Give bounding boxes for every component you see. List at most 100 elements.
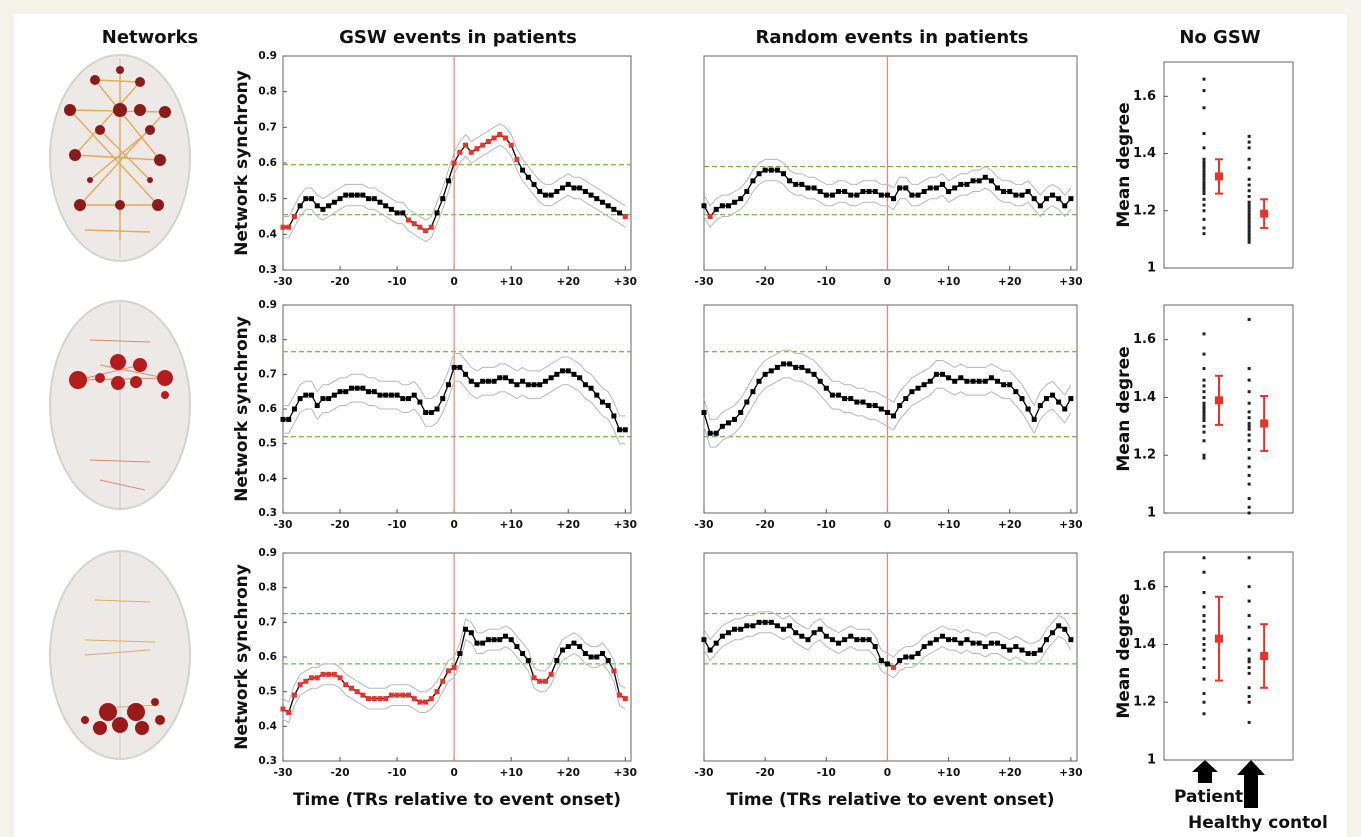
subject-dot [1202,571,1205,574]
data-point [812,372,817,377]
data-point [514,157,519,162]
data-point [423,700,428,705]
data-point [435,407,440,412]
data-point [750,389,755,394]
x-tick-label: +20 [557,767,580,779]
data-point [486,637,491,642]
data-point [744,400,749,405]
x-tick-label: +10 [937,276,960,288]
data-point [952,379,957,384]
data-point [812,185,817,190]
data-point [503,634,508,639]
data-point [744,189,749,194]
subject-dot [1202,408,1205,411]
data-point [326,672,331,677]
data-point [793,630,798,635]
data-point [469,150,474,155]
data-point [854,400,859,405]
data-point [320,672,325,677]
data-point [366,389,371,394]
data-point [492,136,497,141]
subject-dot [1202,605,1205,608]
data-point [781,627,786,632]
data-point [617,210,622,215]
data-point [360,386,365,391]
y-tick-label: 0.4 [258,472,277,484]
data-point [320,396,325,401]
data-point [799,365,804,370]
data-point [842,637,847,642]
subject-dot [1202,425,1205,428]
subject-dot [1248,474,1251,477]
data-point [549,193,554,198]
data-point [860,189,865,194]
plot-frame [704,305,1077,513]
y-tick-label: 0.6 [258,403,277,415]
data-point [469,630,474,635]
data-point [343,682,348,687]
x-tick-label: +30 [614,767,637,779]
data-point [554,658,559,663]
y-tick-label: 0.5 [258,438,277,450]
subject-dot [1248,209,1251,212]
data-point [726,203,731,208]
data-point [977,178,982,183]
x-tick-label: +30 [1059,276,1082,288]
subject-dot [1202,643,1205,646]
data-point [486,139,491,144]
subject-dot [1202,175,1205,178]
subject-dot [1202,158,1205,161]
subject-dot [1248,666,1251,669]
data-point [463,143,468,148]
data-point [744,623,749,628]
data-point [400,693,405,698]
data-point [891,196,896,201]
subject-dot [1202,164,1205,167]
data-point [952,637,957,642]
y-tick-label: 0.9 [258,50,277,62]
plot-frame [1164,62,1293,268]
data-point [1007,648,1012,653]
subject-dot [1248,660,1251,663]
plot-frame [704,553,1077,761]
data-point [867,637,872,642]
y-axis-label: Mean degree [1114,102,1134,227]
subject-dot [1248,439,1251,442]
data-point [1007,382,1012,387]
data-point [738,410,743,415]
subject-dot [1202,413,1205,416]
annotation: Healthy contol [1188,813,1328,833]
group-mean [1260,419,1268,427]
data-point [594,655,599,660]
data-point [503,136,508,141]
data-point [332,200,337,205]
group-mean [1215,635,1223,643]
data-point [769,168,774,173]
y-tick-label: 0.7 [258,121,277,133]
data-point [589,193,594,198]
data-point [781,171,786,176]
data-point [995,641,1000,646]
x-tick-label: -10 [388,519,407,531]
data-point [589,386,594,391]
data-point [309,196,314,201]
data-point [1050,193,1055,198]
y-tick-label: 0.5 [258,686,277,698]
data-point [836,641,841,646]
y-tick-label: 1 [1147,753,1156,768]
data-point [726,420,731,425]
data-point [879,407,884,412]
y-tick-label: 0.3 [258,507,277,519]
data-point [412,696,417,701]
data-point [377,200,382,205]
x-tick-label: +20 [998,276,1021,288]
subject-dot [1248,556,1251,559]
data-point [417,400,422,405]
data-point [309,393,314,398]
subject-dot [1248,215,1251,218]
y-tick-label: 0.8 [258,582,277,594]
plot-frame [283,56,631,270]
subject-dot [1248,166,1251,169]
data-point [714,207,719,212]
data-point [720,634,725,639]
